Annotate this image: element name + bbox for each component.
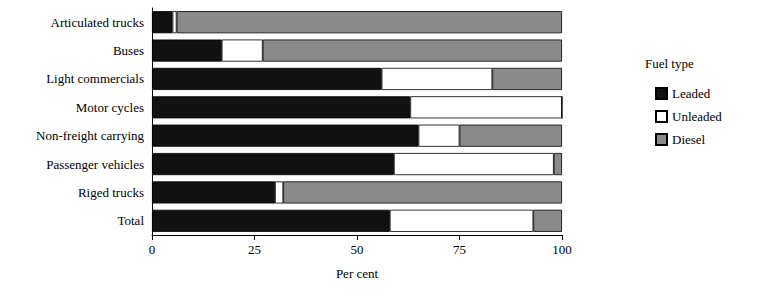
svg-text:Motor cycles: Motor cycles bbox=[76, 100, 144, 115]
svg-text:Light commercials: Light commercials bbox=[46, 71, 144, 86]
svg-text:Passenger vehicles: Passenger vehicles bbox=[46, 157, 144, 172]
svg-text:75: 75 bbox=[453, 242, 466, 257]
svg-text:Diesel: Diesel bbox=[672, 132, 706, 147]
svg-text:100: 100 bbox=[552, 242, 572, 257]
svg-text:Fuel type: Fuel type bbox=[645, 56, 694, 71]
svg-text:Unleaded: Unleaded bbox=[672, 109, 722, 124]
svg-text:Total: Total bbox=[117, 213, 144, 228]
svg-text:Articulated trucks: Articulated trucks bbox=[51, 15, 145, 30]
svg-text:Non-freight carrying: Non-freight carrying bbox=[36, 128, 144, 143]
svg-text:0: 0 bbox=[149, 242, 156, 257]
svg-text:50: 50 bbox=[351, 242, 364, 257]
svg-text:Buses: Buses bbox=[113, 43, 144, 58]
svg-text:Riged trucks: Riged trucks bbox=[78, 185, 144, 200]
svg-text:25: 25 bbox=[248, 242, 261, 257]
svg-text:Leaded: Leaded bbox=[672, 86, 711, 101]
svg-text:Per cent: Per cent bbox=[336, 266, 379, 281]
